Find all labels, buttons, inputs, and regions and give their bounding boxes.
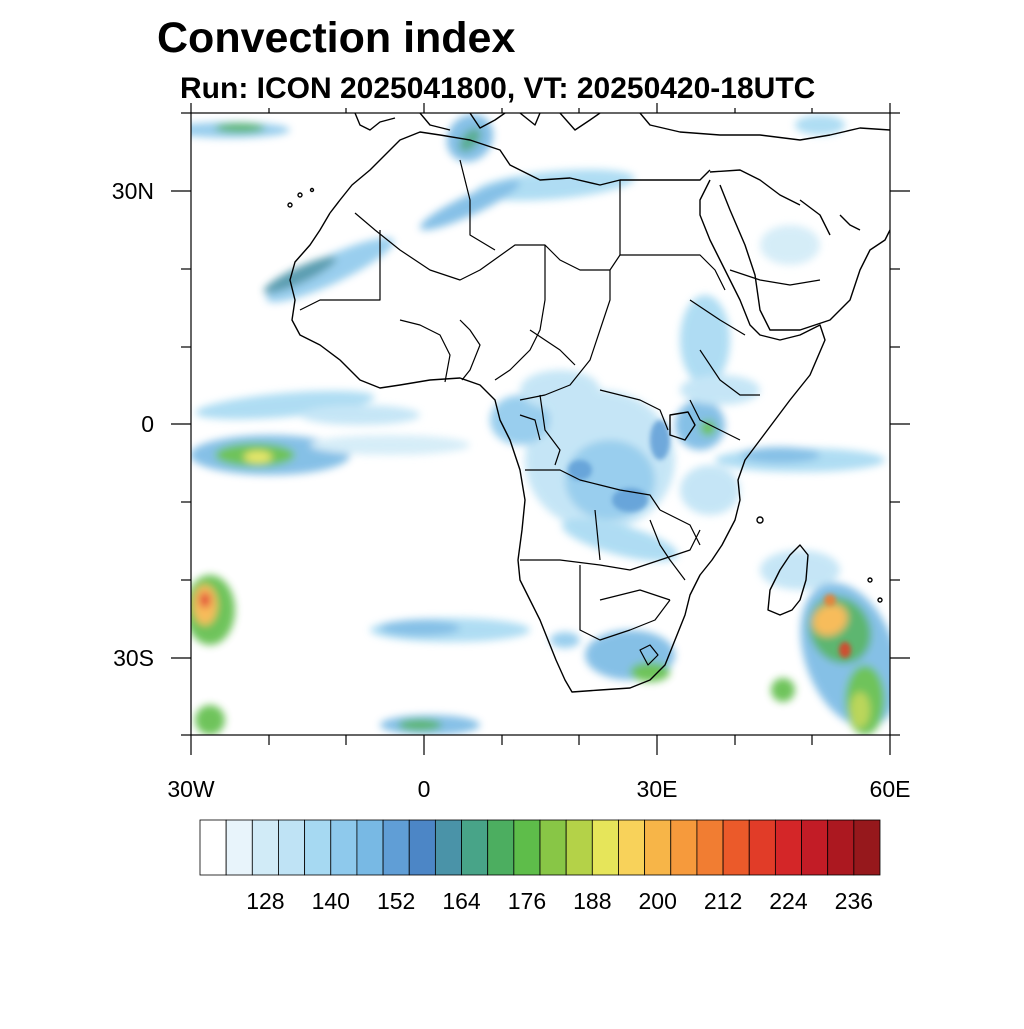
lon-label-60e: 60E (869, 776, 911, 802)
colorbar-swatch (330, 819, 358, 876)
colorbar-swatch (356, 819, 384, 876)
colorbar-swatch (408, 819, 436, 876)
colorbar-swatch (513, 819, 541, 876)
colorbar-tick-label: 152 (376, 888, 416, 914)
coastlines (287, 113, 890, 693)
colorbar-swatch (670, 819, 698, 876)
colorbar-tick-label: 212 (703, 888, 743, 914)
lon-label-30e: 30E (636, 776, 678, 802)
map-subtitle: Run: ICON 2025041800, VT: 20250420-18UTC (180, 72, 816, 105)
colorbar-tick-label: 140 (311, 888, 350, 914)
colorbar-swatch (722, 819, 750, 876)
colorbar-swatch (278, 819, 306, 876)
colorbar-swatch (565, 819, 593, 876)
lat-label-0: 0 (141, 411, 154, 437)
colorbar-tick-label: 224 (769, 888, 808, 914)
colorbar-tick-label: 236 (834, 888, 874, 914)
colorbar-tick-label: 128 (246, 888, 285, 914)
colorbar-swatch (539, 819, 567, 876)
colorbar-swatch (461, 819, 489, 876)
colorbar-swatch (591, 819, 619, 876)
colorbar-swatch (696, 819, 724, 876)
colorbar-swatch (251, 819, 279, 876)
colorbar-swatch (618, 819, 646, 876)
colorbar-swatch (225, 819, 253, 876)
lon-label-0: 0 (417, 776, 431, 802)
colorbar-tick-label: 164 (442, 888, 481, 914)
colorbar-tick-label: 188 (573, 888, 612, 914)
colorbar-tick-label: 200 (638, 888, 677, 914)
colorbar-swatch (487, 819, 515, 876)
colorbar-swatch (382, 819, 410, 876)
colorbar-swatch (827, 819, 855, 876)
colorbar-swatch (801, 819, 829, 876)
colorbar-swatch (304, 819, 332, 876)
lat-label-30n: 30N (111, 178, 154, 204)
map-frame (171, 103, 910, 755)
colorbar-swatch (199, 819, 227, 876)
colorbar-tick-label: 176 (507, 888, 547, 914)
colorbar-swatch (434, 819, 462, 876)
colorbar-swatch (774, 819, 802, 876)
lon-label-30w: 30W (167, 776, 215, 802)
colorbar-swatch (644, 819, 672, 876)
map-title: Convection index (157, 14, 516, 62)
colorbar-swatch (748, 819, 776, 876)
colorbar (199, 819, 881, 876)
country-borders (299, 159, 821, 666)
lat-label-30s: 30S (113, 645, 154, 671)
colorbar-swatch (853, 819, 881, 876)
